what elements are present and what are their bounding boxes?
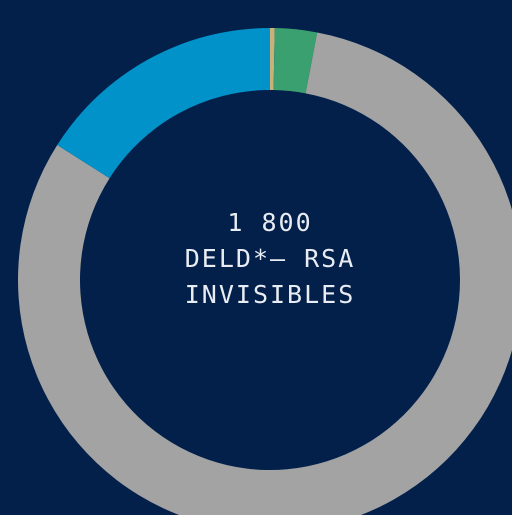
donut-slice-0 <box>270 28 275 91</box>
center-line-2: DELD*— RSA <box>184 244 356 273</box>
center-line-3: INVISIBLES <box>184 280 356 309</box>
center-value: 1 800 <box>227 208 313 237</box>
center-label: 1 800 DELD*— RSA INVISIBLES <box>0 205 512 313</box>
donut-slice-1 <box>273 28 318 94</box>
donut-slice-3 <box>57 28 270 179</box>
